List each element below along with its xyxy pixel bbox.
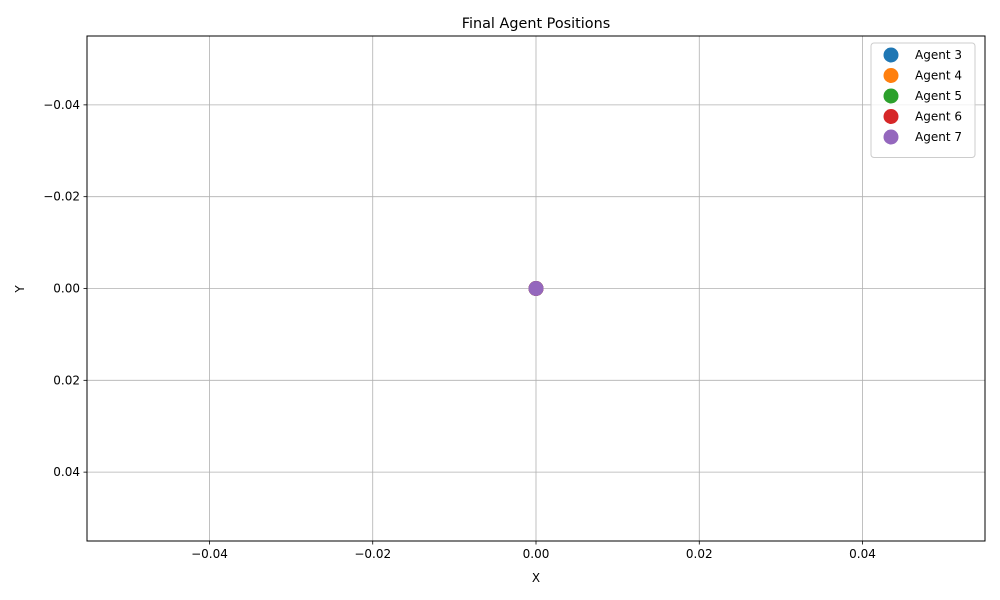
- legend-label: Agent 3: [915, 48, 962, 62]
- y-tick-label: 0.02: [53, 373, 80, 387]
- legend-label: Agent 5: [915, 89, 962, 103]
- data-points: [528, 281, 544, 296]
- y-axis-ticks: −0.04 −0.02 0.00 0.02 0.04: [43, 98, 87, 479]
- y-tick-label: 0.00: [53, 282, 80, 296]
- legend-label: Agent 7: [915, 130, 962, 144]
- chart-title: Final Agent Positions: [462, 16, 610, 32]
- y-tick-label: 0.04: [53, 465, 80, 479]
- data-point: [528, 281, 544, 296]
- x-tick-label: 0.00: [523, 547, 550, 561]
- legend-label: Agent 6: [915, 110, 962, 124]
- x-axis-ticks: −0.04 −0.02 0.00 0.02 0.04: [191, 541, 876, 561]
- legend-marker: [883, 47, 899, 63]
- legend-label: Agent 4: [915, 69, 962, 83]
- y-tick-label: −0.02: [43, 190, 80, 204]
- y-axis-label: Y: [13, 285, 27, 294]
- x-axis-label: X: [532, 571, 540, 585]
- grid-lines: [87, 36, 985, 541]
- legend-marker: [883, 68, 899, 83]
- legend-marker: [883, 88, 899, 104]
- legend-marker: [883, 129, 899, 145]
- y-tick-label: −0.04: [43, 98, 80, 112]
- legend: Agent 3 Agent 4 Agent 5 Agent 6 Agent 7: [870, 42, 976, 158]
- x-tick-label: −0.02: [354, 547, 391, 561]
- x-tick-label: −0.04: [191, 547, 228, 561]
- legend-marker: [883, 109, 899, 124]
- x-tick-label: 0.04: [849, 547, 876, 561]
- x-tick-label: 0.02: [686, 547, 713, 561]
